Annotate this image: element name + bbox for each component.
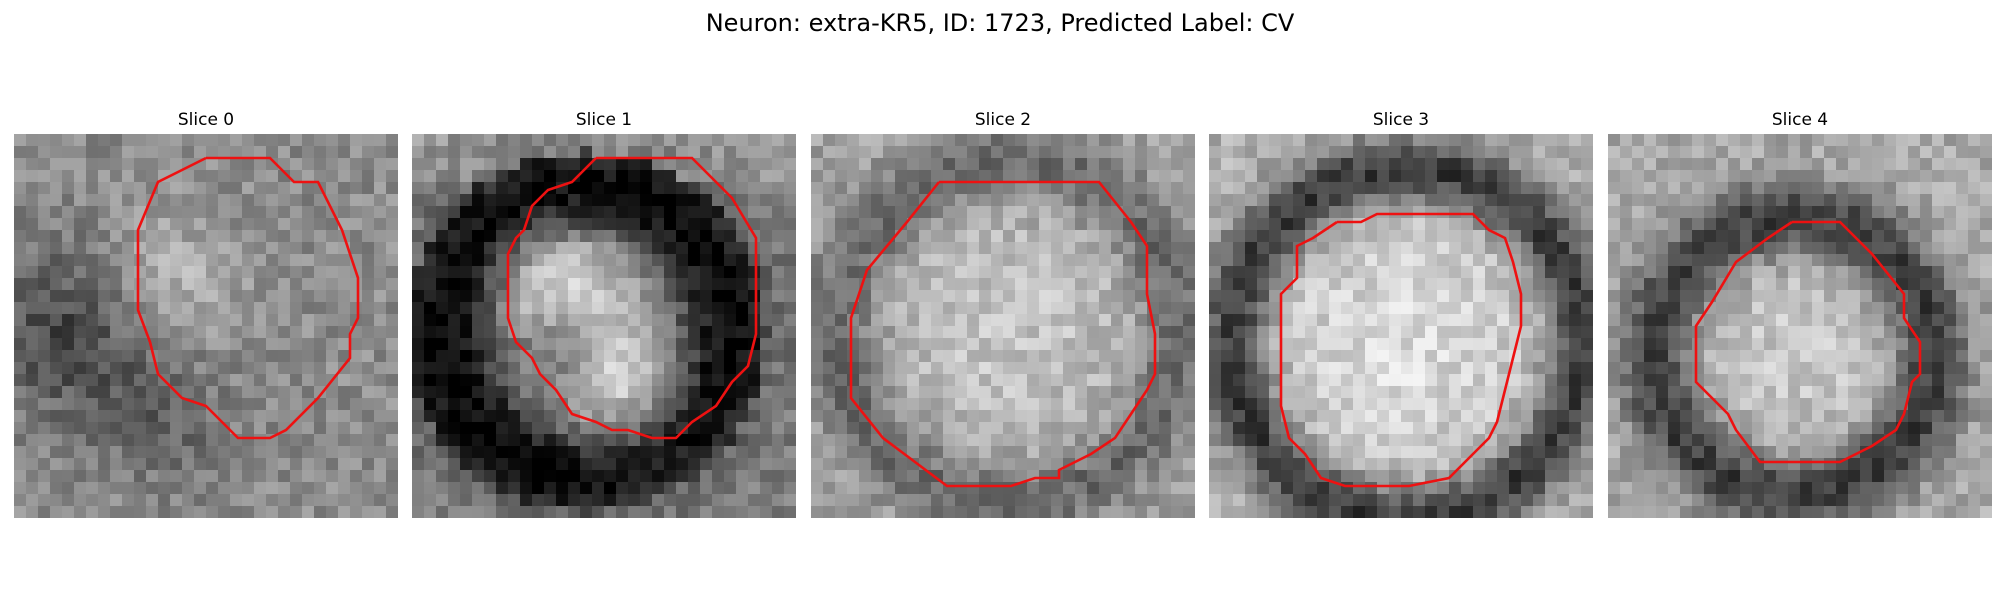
slice-1-image	[412, 134, 796, 518]
slice-1-title: Slice 1	[412, 108, 796, 132]
slice-0-image	[14, 134, 398, 518]
slice-0-title: Slice 0	[14, 108, 398, 132]
slice-4-image	[1608, 134, 1992, 518]
slice-2-panel: Slice 2	[811, 108, 1195, 132]
slice-4-title: Slice 4	[1608, 108, 1992, 132]
slice-2-image	[811, 134, 1195, 518]
slice-0-panel: Slice 0	[14, 108, 398, 132]
slice-3-image	[1209, 134, 1593, 518]
slice-3-panel: Slice 3	[1209, 108, 1593, 132]
slice-2-title: Slice 2	[811, 108, 1195, 132]
slice-3-title: Slice 3	[1209, 108, 1593, 132]
figure-title: Neuron: extra-KR5, ID: 1723, Predicted L…	[0, 6, 2000, 40]
slice-1-panel: Slice 1	[412, 108, 796, 132]
slice-4-panel: Slice 4	[1608, 108, 1992, 132]
